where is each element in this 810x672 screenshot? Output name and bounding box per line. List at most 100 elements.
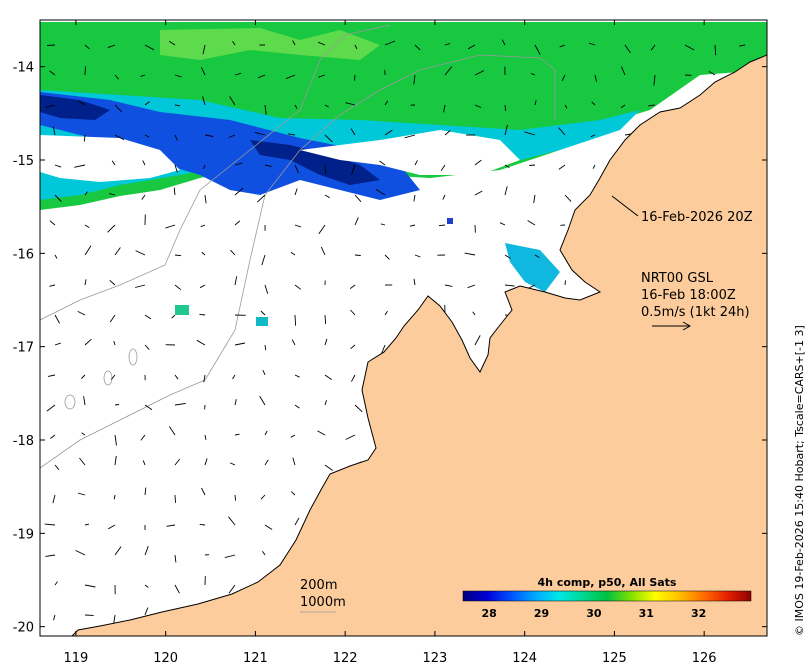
- y-tick-label: -16: [13, 247, 34, 262]
- current-vector: [140, 74, 146, 77]
- sst-speck: [256, 317, 268, 326]
- sst-swath: [40, 22, 767, 326]
- current-vector: [317, 430, 326, 436]
- current-vector: [442, 194, 446, 200]
- model-name-label: NRT00 GSL: [641, 271, 714, 286]
- current-vector: [229, 96, 236, 106]
- current-vector: [54, 342, 61, 346]
- current-vector: [351, 164, 356, 175]
- colorbar-title: 4h comp, p50, All Sats: [538, 576, 677, 589]
- current-vector: [234, 433, 240, 436]
- current-vector: [292, 40, 296, 46]
- current-vector: [78, 100, 86, 106]
- current-vector: [264, 459, 269, 466]
- current-vector: [84, 66, 86, 76]
- map-annotations: 16-Feb-2026 20Z NRT00 GSL 16-Feb 18:00Z …: [300, 195, 753, 613]
- current-vector: [324, 464, 333, 471]
- current-vector: [75, 549, 86, 556]
- land-mass: [71, 54, 767, 636]
- current-vector: [413, 74, 416, 85]
- current-vector: [45, 104, 56, 109]
- current-vector: [144, 101, 150, 106]
- current-vector: [474, 190, 483, 196]
- current-vector: [166, 524, 176, 527]
- y-tick-label: -20: [13, 621, 34, 636]
- current-vector: [294, 404, 300, 409]
- current-vector: [351, 374, 356, 382]
- current-vector: [144, 344, 150, 350]
- current-vector: [467, 284, 476, 289]
- current-vector: [504, 124, 508, 136]
- current-vector: [54, 464, 60, 470]
- current-vector: [204, 194, 207, 204]
- island-outline: [128, 348, 138, 366]
- current-vector: [474, 159, 482, 166]
- current-vector: [54, 581, 58, 586]
- current-vector: [83, 134, 86, 142]
- current-vector: [384, 100, 389, 106]
- current-vector: [294, 374, 300, 378]
- current-vector: [84, 338, 92, 346]
- current-vector: [384, 310, 388, 316]
- current-vector: [47, 44, 56, 46]
- current-vector: [294, 188, 298, 196]
- current-vector: [174, 494, 176, 503]
- current-vector: [107, 524, 116, 530]
- current-vector: [294, 164, 299, 174]
- current-vector: [54, 164, 62, 168]
- island-outline: [64, 394, 76, 410]
- current-vector: [294, 224, 302, 228]
- current-vector: [174, 284, 182, 291]
- current-vector: [113, 340, 116, 346]
- current-vector: [204, 458, 208, 466]
- x-tick-label: 120: [153, 651, 178, 666]
- current-vector: [174, 458, 181, 466]
- x-tick-label: 121: [243, 651, 268, 666]
- current-vector: [84, 44, 90, 50]
- current-vector: [204, 134, 214, 137]
- current-vector: [590, 134, 596, 138]
- current-vector: [199, 313, 206, 316]
- current-vector: [77, 310, 86, 316]
- current-vector: [653, 74, 656, 86]
- current-vector: [588, 42, 596, 46]
- sst-speck: [447, 218, 453, 224]
- current-vector: [620, 66, 626, 76]
- current-vector: [264, 430, 268, 436]
- current-vector: [294, 284, 301, 290]
- contour-1000-label: 1000m: [300, 595, 346, 610]
- current-vector: [318, 74, 326, 78]
- current-vector: [504, 254, 511, 259]
- current-vector: [624, 44, 631, 53]
- current-vector: [474, 70, 485, 76]
- current-vector: [290, 251, 296, 256]
- arrow-scale-label: 0.5m/s (1kt 24h): [641, 305, 750, 320]
- current-vector: [684, 44, 695, 51]
- current-vector: [144, 607, 149, 616]
- current-vector: [345, 102, 356, 106]
- current-vector: [84, 245, 92, 256]
- current-vector: [444, 284, 453, 287]
- current-vector: [464, 252, 476, 256]
- credit-text: © IMOS 19-Feb-2026 15:40 Hobart; Tscale=…: [793, 325, 806, 636]
- current-vector: [354, 74, 356, 81]
- current-vector: [444, 43, 451, 46]
- current-vector: [109, 193, 116, 196]
- current-vector: [135, 250, 146, 256]
- colorbar-tick-label: 30: [586, 607, 602, 620]
- current-vector: [474, 335, 481, 346]
- current-vector: [234, 276, 238, 286]
- x-tick-label: 119: [63, 651, 88, 666]
- current-vector: [264, 164, 272, 167]
- current-vector: [444, 66, 453, 76]
- current-vector: [114, 134, 125, 141]
- current-vector: [559, 44, 566, 48]
- current-vector: [413, 194, 416, 202]
- current-vector: [264, 344, 267, 351]
- current-vector: [173, 187, 176, 196]
- current-vector: [262, 550, 266, 556]
- y-tick-label: -19: [13, 527, 34, 542]
- current-vector: [254, 131, 266, 136]
- current-vector: [174, 374, 179, 380]
- y-tick-label: -15: [13, 154, 34, 169]
